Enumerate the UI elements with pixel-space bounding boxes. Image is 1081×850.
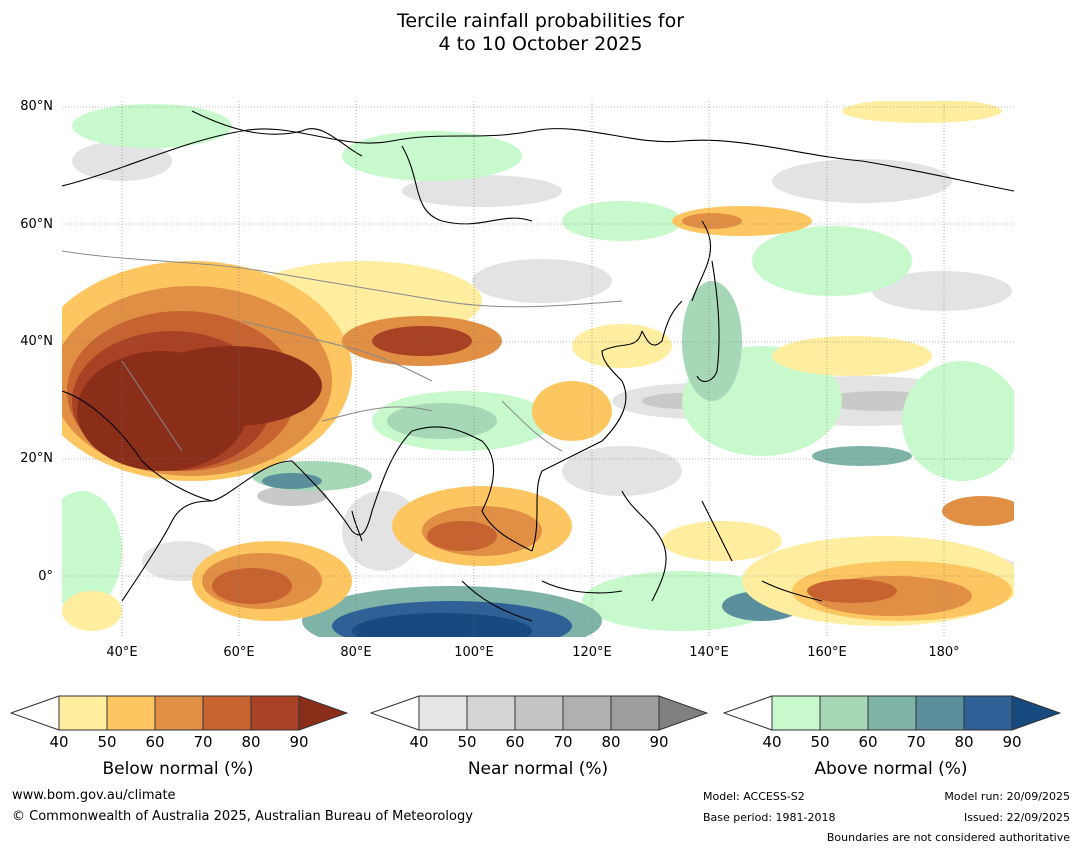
coastlines	[62, 110, 1014, 622]
legend-near-tick: 90	[649, 733, 669, 751]
title-line-2: 4 to 10 October 2025	[438, 33, 643, 55]
legend-below-swatch-50	[106, 695, 156, 731]
legend-above-tick: 70	[906, 733, 926, 751]
legend-below-tick: 80	[241, 733, 261, 751]
legend-above-swatch-40	[771, 695, 821, 731]
legend-below-tick: 40	[49, 733, 69, 751]
base-period-text: Base period: 1981-2018	[703, 811, 836, 824]
legend-below-tick: 60	[145, 733, 165, 751]
legend-above-title: Above normal (%)	[814, 759, 968, 779]
legend-near-normal-colorbar	[370, 695, 708, 731]
lon-label-60e: 60°E	[223, 645, 255, 660]
lon-label-120e: 120°E	[572, 645, 612, 660]
legend-above-tick: 60	[858, 733, 878, 751]
legend-near-swatch-60	[514, 695, 564, 731]
legend-above-tick: 80	[954, 733, 974, 751]
legend-below-swatch-80	[250, 695, 300, 731]
legend-near-tick: 70	[553, 733, 573, 751]
legend-above-tick: 40	[762, 733, 782, 751]
legend-above-swatch-70	[915, 695, 965, 731]
legend-below-title: Below normal (%)	[102, 759, 254, 779]
lat-label-40n: 40°N	[20, 334, 53, 349]
website-link[interactable]: www.bom.gov.au/climate	[12, 788, 176, 803]
legend-above-swatch-90	[1011, 695, 1061, 731]
copyright-text: © Commonwealth of Australia 2025, Austra…	[12, 809, 473, 824]
legend-above-normal-colorbar	[723, 695, 1061, 731]
legend-near-tick: 80	[601, 733, 621, 751]
legend-below-swatch-60	[154, 695, 204, 731]
lat-label-80n: 80°N	[20, 99, 53, 114]
legend-below-extend-low	[10, 695, 60, 731]
model-text: Model: ACCESS-S2	[703, 790, 805, 803]
legend-above-swatch-50	[819, 695, 869, 731]
legend-near-swatch-70	[562, 695, 612, 731]
lon-label-100e: 100°E	[454, 645, 494, 660]
legend-near-swatch-90	[658, 695, 708, 731]
lat-label-60n: 60°N	[20, 217, 53, 232]
lon-label-80e: 80°E	[340, 645, 372, 660]
legend-near-tick: 60	[505, 733, 525, 751]
legend-near-tick: 50	[457, 733, 477, 751]
legend-above-tick: 50	[810, 733, 830, 751]
lat-label-20n: 20°N	[20, 451, 53, 466]
legend-near-extend-low	[370, 695, 420, 731]
issued-text: Issued: 22/09/2025	[963, 811, 1070, 824]
below-normal-regions	[62, 101, 1014, 631]
legend-above-swatch-80	[963, 695, 1013, 731]
legend-below-swatch-70	[202, 695, 252, 731]
lon-label-160e: 160°E	[807, 645, 847, 660]
legend-below-swatch-40	[58, 695, 108, 731]
legend-below-tick: 50	[97, 733, 117, 751]
lon-label-40e: 40°E	[106, 645, 138, 660]
graticule	[62, 101, 1014, 637]
lat-label-0: 0°	[38, 569, 53, 584]
legend-above-tick: 90	[1002, 733, 1022, 751]
legend-below-tick: 90	[289, 733, 309, 751]
lon-label-140e: 140°E	[689, 645, 729, 660]
legend-near-swatch-50	[466, 695, 516, 731]
legend-below-normal-colorbar	[10, 695, 348, 731]
model-run-text: Model run: 20/09/2025	[944, 790, 1070, 803]
legend-below-tick: 70	[193, 733, 213, 751]
title-line-1: Tercile rainfall probabilities for	[396, 10, 685, 32]
legend-above-swatch-60	[867, 695, 917, 731]
legend-near-tick: 40	[409, 733, 429, 751]
chart-title: Tercile rainfall probabilities for 4 to …	[0, 10, 1081, 56]
legend-above-extend-low	[723, 695, 773, 731]
map-canvas	[62, 101, 1014, 637]
lon-label-180: 180°	[928, 645, 960, 660]
legend-near-swatch-40	[418, 695, 468, 731]
legend-near-title: Near normal (%)	[467, 759, 609, 779]
disclaimer-text: Boundaries are not considered authoritat…	[826, 831, 1070, 844]
legend-below-swatch-90	[298, 695, 348, 731]
legend-near-swatch-80	[610, 695, 660, 731]
country-borders	[62, 250, 623, 452]
rainfall-probability-map	[62, 101, 1014, 637]
